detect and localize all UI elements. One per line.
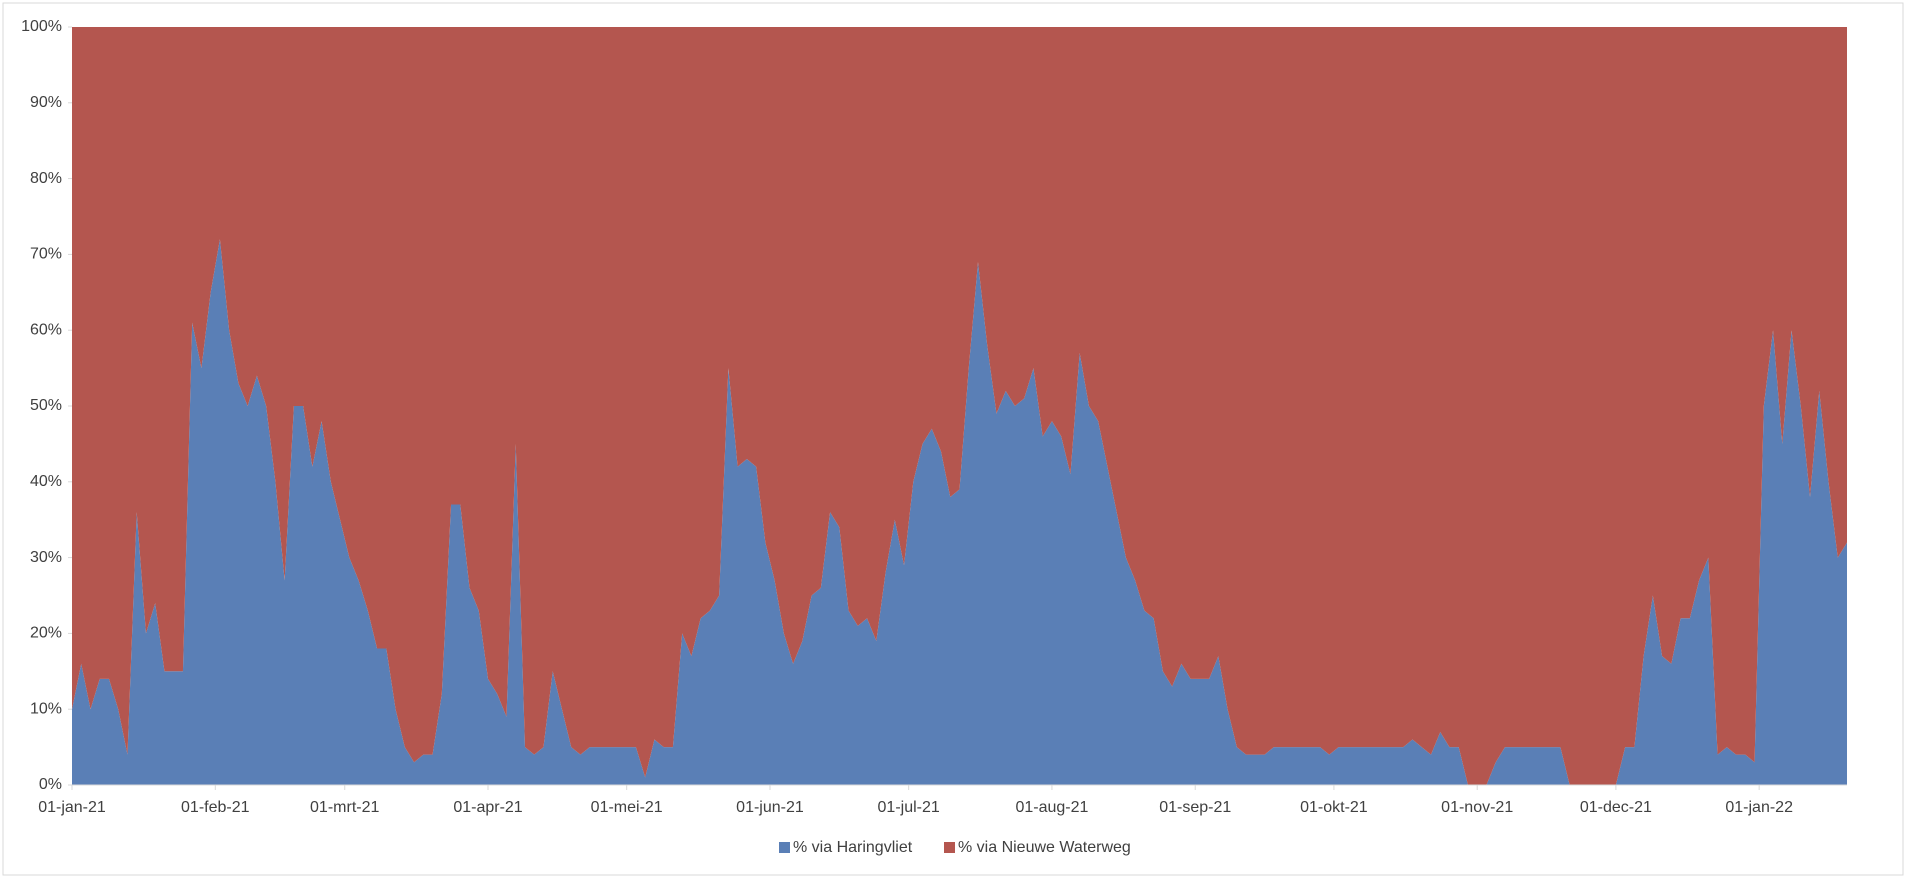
y-tick-label: 60% [30, 321, 62, 338]
x-tick-label: 01-jun-21 [736, 799, 804, 816]
legend-swatch [944, 842, 955, 853]
y-tick-label: 20% [30, 625, 62, 642]
x-tick-label: 01-jan-22 [1725, 799, 1793, 816]
x-tick-label: 01-aug-21 [1015, 799, 1088, 816]
y-tick-label: 100% [21, 18, 62, 35]
y-tick-label: 70% [30, 246, 62, 263]
legend-label: % via Nieuwe Waterweg [958, 839, 1131, 856]
y-tick-label: 30% [30, 549, 62, 566]
x-tick-label: 01-nov-21 [1441, 799, 1513, 816]
y-tick-label: 90% [30, 94, 62, 111]
area [72, 239, 1847, 786]
y-tick-label: 40% [30, 473, 62, 490]
x-tick-label: 01-mrt-21 [310, 799, 379, 816]
x-tick-label: 01-sep-21 [1159, 799, 1231, 816]
area [72, 27, 1847, 785]
legend-swatch [779, 842, 790, 853]
y-tick-label: 0% [39, 776, 62, 793]
x-tick-label: 01-jan-21 [38, 799, 106, 816]
x-tick-label: 01-jul-21 [878, 799, 940, 816]
x-tick-label: 01-okt-21 [1300, 799, 1368, 816]
x-tick-label: 01-dec-21 [1580, 799, 1652, 816]
y-tick-label: 10% [30, 700, 62, 717]
x-tick-label: 01-mei-21 [591, 799, 663, 816]
y-tick-label: 50% [30, 397, 62, 414]
x-tick-label: 01-feb-21 [181, 799, 250, 816]
legend-label: % via Haringvliet [793, 839, 913, 856]
y-tick-label: 80% [30, 170, 62, 187]
x-tick-label: 01-apr-21 [453, 799, 522, 816]
